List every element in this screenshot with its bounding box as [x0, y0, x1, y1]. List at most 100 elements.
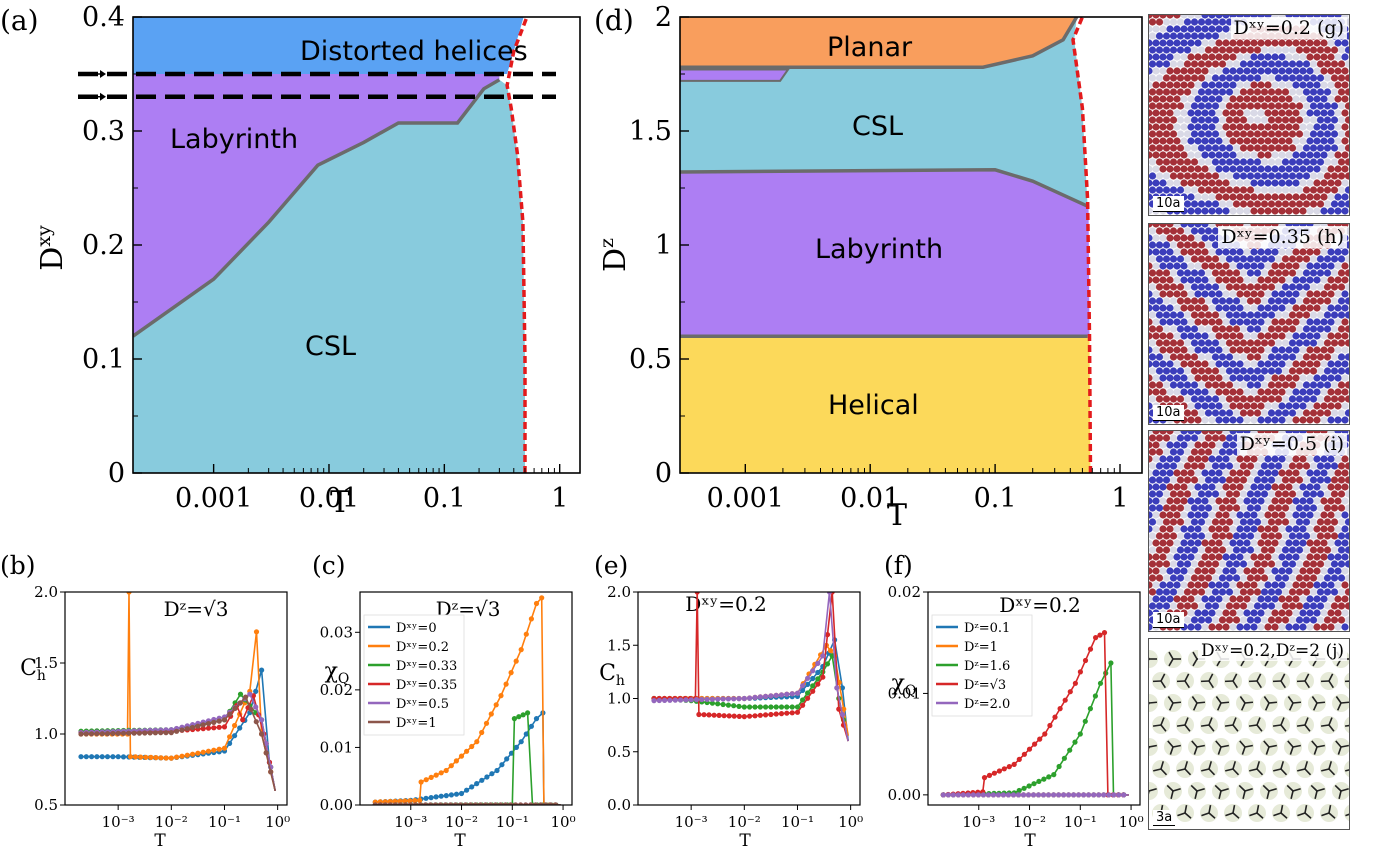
spin-site	[1162, 560, 1171, 568]
spin-site	[1257, 304, 1265, 312]
spin-site	[1271, 276, 1279, 284]
spin-site	[1292, 81, 1300, 89]
spin-site	[1334, 416, 1342, 424]
spin-site	[1341, 455, 1349, 463]
spin-site	[1222, 67, 1230, 75]
spin-site	[1260, 130, 1269, 138]
spin-site	[1183, 311, 1192, 319]
spin-arrow	[1266, 790, 1270, 799]
data-point	[741, 695, 747, 702]
spin-site	[1225, 616, 1234, 624]
data-point	[152, 730, 158, 736]
spin-site	[1183, 144, 1192, 152]
spin-arrow	[1192, 651, 1198, 660]
spin-site	[1232, 255, 1241, 263]
panel-a-xtick-label: 1	[551, 483, 568, 514]
spin-site	[1166, 539, 1174, 547]
spin-site	[1285, 109, 1293, 117]
spin-site	[1250, 151, 1258, 159]
panel-c-xtick-label: 10⁰	[551, 813, 576, 831]
spin-site	[1330, 588, 1339, 596]
spin-site	[1292, 193, 1300, 201]
spin-site	[1264, 388, 1272, 396]
spin-site	[1257, 469, 1265, 477]
spin-site	[1243, 402, 1251, 410]
spin-site	[1187, 332, 1195, 340]
spin-site	[1299, 318, 1307, 326]
spin-site	[1246, 518, 1255, 526]
spin-site	[1190, 325, 1199, 333]
spin-site	[1155, 353, 1164, 361]
spin-site	[1299, 623, 1307, 631]
spin-site	[1334, 123, 1342, 131]
spin-site	[1299, 469, 1307, 477]
spin-site	[1229, 539, 1237, 547]
spin-arrow	[1320, 724, 1330, 727]
data-point	[720, 701, 726, 708]
spin-site	[1292, 595, 1300, 603]
spin-site	[1344, 588, 1349, 596]
spin-site	[1316, 172, 1325, 180]
spin-site	[1159, 248, 1167, 256]
spin-site	[1267, 311, 1276, 319]
spin-site	[1295, 367, 1304, 375]
spin-site	[1211, 602, 1220, 610]
spin-site	[1243, 416, 1251, 424]
spin-site	[1225, 200, 1234, 208]
spin-site	[1190, 158, 1199, 166]
data-point	[731, 703, 737, 709]
spin-site	[1334, 39, 1342, 47]
spin-site	[1236, 165, 1244, 173]
spin-site	[1274, 395, 1283, 403]
spin-site	[1334, 318, 1342, 326]
spin-site	[1173, 224, 1181, 228]
spin-site	[1306, 374, 1314, 382]
spin-site	[1243, 123, 1251, 131]
spin-site	[1149, 469, 1153, 477]
spin-arrow	[1328, 761, 1333, 770]
spin-site	[1281, 490, 1290, 498]
data-point	[1005, 792, 1012, 798]
spin-site	[1180, 53, 1188, 61]
spin-site	[1253, 339, 1262, 347]
spin-site	[1187, 276, 1195, 284]
spin-site	[1183, 490, 1192, 498]
spin-site	[1257, 276, 1265, 284]
spin-site	[1190, 186, 1199, 194]
spin-arrow	[1208, 673, 1214, 682]
spin-site	[1243, 567, 1251, 575]
spin-arrow	[1265, 746, 1270, 755]
spin-site	[1208, 290, 1216, 298]
spin-arrow	[1256, 812, 1264, 819]
spin-site	[1236, 595, 1244, 603]
spin-site	[1218, 532, 1227, 540]
spin-site	[1288, 186, 1297, 194]
spin-site	[1162, 353, 1171, 361]
spin-site	[1190, 434, 1199, 442]
spin-site	[1281, 46, 1290, 54]
spin-site	[1309, 504, 1318, 512]
spin-site	[1313, 483, 1321, 491]
spin-site	[1316, 88, 1325, 96]
spin-site	[1201, 67, 1209, 75]
spin-site	[1344, 60, 1349, 68]
data-point	[789, 691, 795, 697]
spin-site	[1288, 200, 1297, 208]
spin-site	[1278, 416, 1286, 424]
data-point	[538, 802, 544, 805]
data-point	[1097, 632, 1103, 638]
spin-arrow	[1335, 740, 1342, 748]
spin-site	[1327, 455, 1335, 463]
spin-site	[1288, 504, 1297, 512]
spin-site	[1239, 172, 1248, 180]
spin-site	[1222, 304, 1230, 312]
spin-site	[1313, 165, 1321, 173]
spin-site	[1278, 332, 1286, 340]
spin-site	[1208, 455, 1216, 463]
spin-site	[1197, 518, 1206, 526]
spin-site	[1316, 504, 1325, 512]
spin-site	[1299, 179, 1307, 187]
spin-site	[1176, 283, 1185, 291]
spin-site	[1260, 325, 1269, 333]
